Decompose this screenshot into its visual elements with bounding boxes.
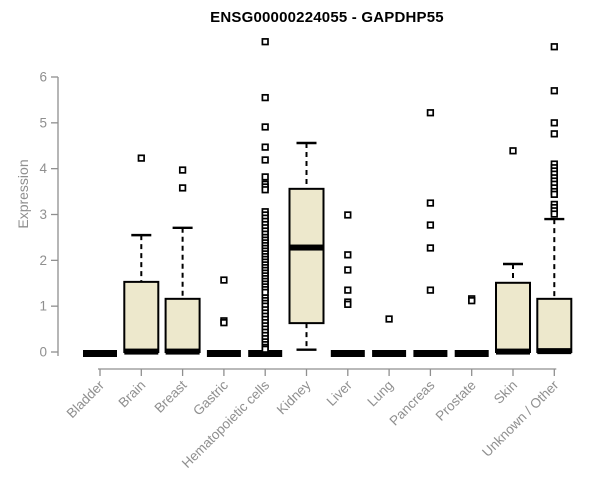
box <box>164 297 201 354</box>
outlier-point <box>426 109 435 117</box>
y-tick-label: 3 <box>39 207 47 222</box>
x-category-label: Bladder <box>64 377 108 421</box>
outlier-point <box>426 286 435 294</box>
outlier-point <box>550 130 558 138</box>
outlier-point <box>344 266 352 274</box>
y-tick-label: 4 <box>39 161 47 176</box>
outlier-point <box>385 315 393 323</box>
median-line <box>165 348 200 355</box>
x-category-label: Prostate <box>433 378 479 424</box>
median-line <box>496 348 530 355</box>
collapsed-box <box>206 350 241 357</box>
collapsed-box <box>454 350 489 357</box>
outlier-point <box>178 184 187 192</box>
box <box>123 280 160 354</box>
outlier-point <box>344 286 352 294</box>
outlier-point <box>550 210 558 218</box>
x-category-label: Pancreas <box>387 377 438 428</box>
median-line <box>289 244 324 251</box>
x-category-label: Breast <box>152 377 190 415</box>
y-tick-label: 0 <box>39 345 47 360</box>
outlier-point <box>468 297 476 305</box>
collapsed-box <box>330 350 365 357</box>
outlier-point <box>550 190 558 198</box>
outlier-point <box>261 173 269 181</box>
outlier-point <box>261 123 269 131</box>
outlier-point <box>261 143 269 151</box>
box <box>495 281 531 353</box>
outlier-point <box>178 166 187 174</box>
box <box>536 297 573 354</box>
y-tick-label: 6 <box>39 70 47 85</box>
outlier-point <box>344 251 352 259</box>
outlier-point <box>220 319 228 327</box>
outlier-point <box>550 87 558 95</box>
y-tick-label: 1 <box>39 299 47 314</box>
box <box>288 187 325 325</box>
y-tick-label: 5 <box>39 115 47 130</box>
median-line <box>537 348 572 355</box>
outlier-point <box>509 147 517 155</box>
x-category-label: Lung <box>364 378 396 410</box>
outlier-point <box>261 156 269 164</box>
collapsed-box <box>372 350 407 357</box>
outlier-point <box>261 345 269 353</box>
outlier-point <box>550 119 558 127</box>
x-category-label: Kidney <box>274 377 314 417</box>
median-line <box>124 348 159 355</box>
outlier-point <box>344 300 352 308</box>
x-category-label: Skin <box>491 378 520 407</box>
x-category-label: Gastric <box>190 377 231 418</box>
outlier-point <box>261 93 269 102</box>
outlier-point <box>426 221 435 229</box>
x-category-label: Liver <box>324 377 356 409</box>
x-category-label: Unknown / Other <box>479 377 562 460</box>
outlier-point <box>137 154 145 162</box>
outlier-point <box>261 186 269 194</box>
outlier-point <box>550 43 558 51</box>
collapsed-box <box>248 350 283 357</box>
outlier-point <box>426 244 435 252</box>
outlier-point <box>426 199 435 207</box>
outlier-point <box>344 211 352 219</box>
collapsed-box <box>83 350 117 357</box>
collapsed-box <box>413 350 448 357</box>
y-tick-label: 2 <box>39 253 47 268</box>
x-category-label: Brain <box>116 378 149 411</box>
outlier-point <box>261 38 269 46</box>
outlier-point <box>220 276 228 284</box>
chart-title: ENSG00000224055 - GAPDHP55 <box>210 9 444 26</box>
